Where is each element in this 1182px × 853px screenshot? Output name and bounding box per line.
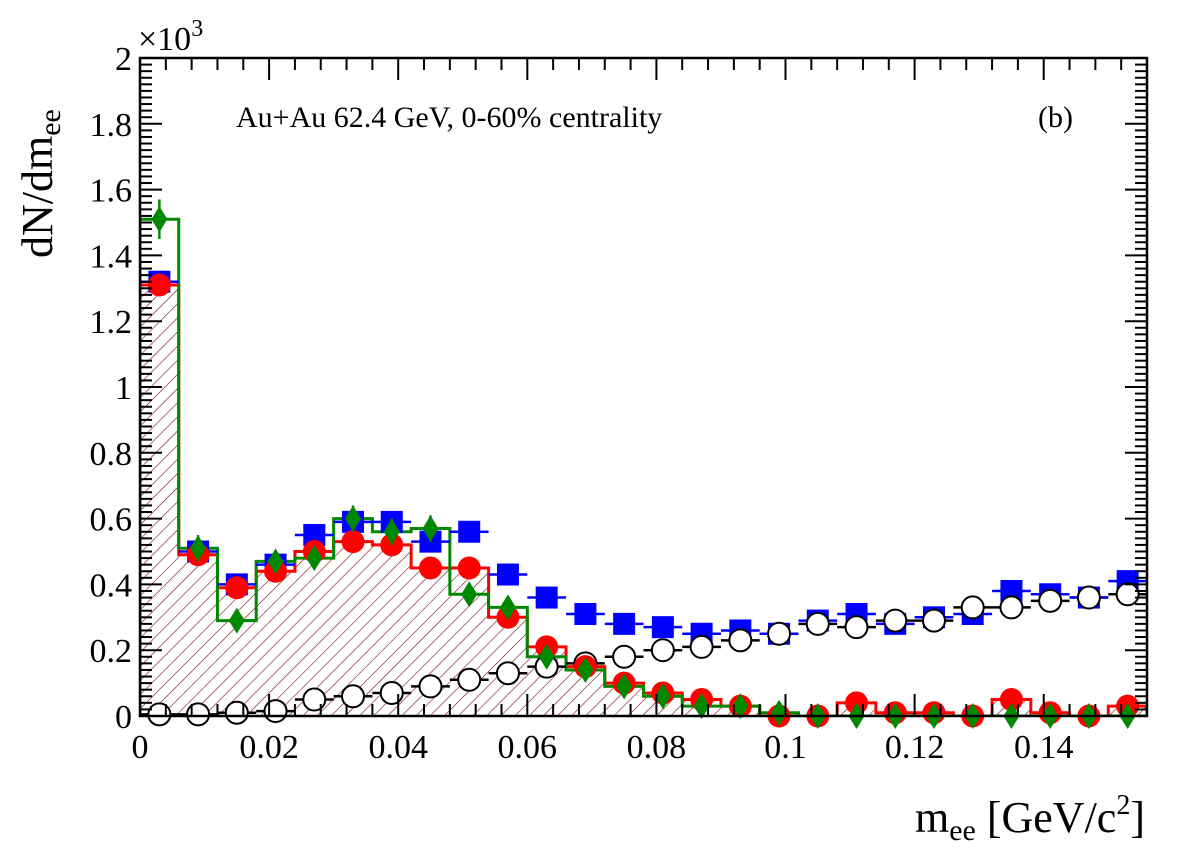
red-circle-point <box>457 556 481 580</box>
green-diamond-point <box>306 545 323 572</box>
x-tick-label: 0.12 <box>885 729 945 766</box>
x-tick-label: 0.06 <box>498 729 558 766</box>
blue-square-point <box>651 616 674 639</box>
blue-square-point <box>496 563 519 586</box>
open-circle-point <box>844 615 869 640</box>
open-circle-point <box>650 638 675 663</box>
green-diamond-point <box>461 581 478 608</box>
open-circle-point <box>960 595 985 620</box>
y-axis-title-main: dN/dm <box>13 136 62 258</box>
x-axis-title-unit-sup: 2 <box>1116 790 1130 821</box>
y-tick-label: 1.4 <box>90 238 133 275</box>
y-tick-label: 2 <box>115 41 132 78</box>
open-circle-point <box>263 699 288 724</box>
blue-square-point <box>574 603 597 626</box>
blue-square-point <box>458 520 481 543</box>
x-tick-label: 0.1 <box>764 729 807 766</box>
y-axis-title: dN/dmee <box>13 109 67 258</box>
red-hatch-fill <box>140 285 1147 716</box>
green-diamond-point <box>616 673 633 700</box>
x-tick-label: 0.04 <box>368 729 428 766</box>
y-multiplier: ×103 <box>138 16 203 58</box>
y-tick-label: 1.8 <box>90 107 133 144</box>
green-diamond-point <box>577 656 594 683</box>
red-circle-point <box>418 556 442 580</box>
x-axis-title-sub: ee <box>949 814 976 847</box>
y-tick-label: 0 <box>115 699 132 736</box>
y-tick-label: 0.4 <box>90 567 133 604</box>
x-axis-title-unit: [GeV/c <box>976 793 1117 842</box>
open-circle-point <box>1076 585 1101 610</box>
blue-square-point <box>613 612 636 635</box>
open-circle-point <box>1115 582 1140 607</box>
green-diamond-point <box>267 548 284 575</box>
y-tick-label: 0.2 <box>90 633 133 670</box>
data-markers <box>140 199 1147 729</box>
y-tick-label: 1.6 <box>90 173 133 210</box>
green-diamond-point <box>771 699 788 726</box>
open-circle-point <box>147 702 172 727</box>
x-axis-title: mee [GeV/c2] <box>915 790 1145 847</box>
open-circle-point <box>689 634 714 659</box>
open-circle-point <box>379 680 404 705</box>
tick-labels: 0 0.2 0.4 0.6 0.8 1 1.2 1.4 1.6 1.8 2 0 0.02 0.04 0.06… <box>90 41 1074 766</box>
open-circle-point <box>341 684 366 709</box>
green-diamond-point <box>383 518 400 545</box>
open-circle-point <box>767 621 792 646</box>
open-circle-point <box>495 661 520 686</box>
x-tick-label: 0.08 <box>627 729 687 766</box>
blue-square-point <box>303 524 326 547</box>
y-multiplier-exp: 3 <box>191 16 203 42</box>
open-circle-point <box>805 611 830 636</box>
green-diamond-point <box>228 607 245 634</box>
y-tick-label: 1 <box>115 370 132 407</box>
green-diamond-point <box>151 206 168 233</box>
open-circle-point <box>186 702 211 727</box>
blue-square-point <box>535 586 558 609</box>
annotation-text: Au+Au 62.4 GeV, 0-60% centrality <box>236 101 662 134</box>
blue-square-point <box>1000 579 1023 602</box>
open-circle-point <box>728 628 753 653</box>
open-circle-point <box>999 595 1024 620</box>
open-circle-point <box>457 667 482 692</box>
red-circle-point <box>341 530 365 554</box>
open-circle-point <box>224 700 249 725</box>
red-circle-point <box>147 273 171 297</box>
green-diamond-point <box>190 535 207 562</box>
axis-ticks <box>139 57 1148 717</box>
open-circle-point <box>612 644 637 669</box>
x-tick-label: 0.14 <box>1014 729 1074 766</box>
green-diamond-point <box>345 505 362 532</box>
x-tick-label: 0.02 <box>239 729 299 766</box>
y-tick-label: 0.8 <box>90 436 133 473</box>
green-diamond-point <box>654 683 671 710</box>
green-diamond-point <box>538 643 555 670</box>
open-circle-point <box>921 608 946 633</box>
y-axis-title-sub: ee <box>34 109 67 136</box>
red-circle-point <box>225 576 249 600</box>
green-diamond-point <box>732 693 749 720</box>
x-axis-title-unit-end: ] <box>1130 793 1145 842</box>
green-diamond-point <box>499 594 516 621</box>
open-circle-point <box>1038 588 1063 613</box>
y-tick-label: 1.2 <box>90 304 133 341</box>
green-diamond-point <box>693 693 710 720</box>
x-tick-label: 0 <box>132 729 149 766</box>
open-circle-point <box>302 687 327 712</box>
green-diamond-point <box>422 515 439 542</box>
open-circle-point <box>883 608 908 633</box>
panel-label: (b) <box>1038 101 1073 134</box>
y-tick-label: 0.6 <box>90 502 133 539</box>
x-axis-title-main: m <box>915 793 949 842</box>
open-circle-point <box>418 674 443 699</box>
y-multiplier-base: ×10 <box>138 21 191 58</box>
red-hatched-histogram <box>140 285 1147 716</box>
